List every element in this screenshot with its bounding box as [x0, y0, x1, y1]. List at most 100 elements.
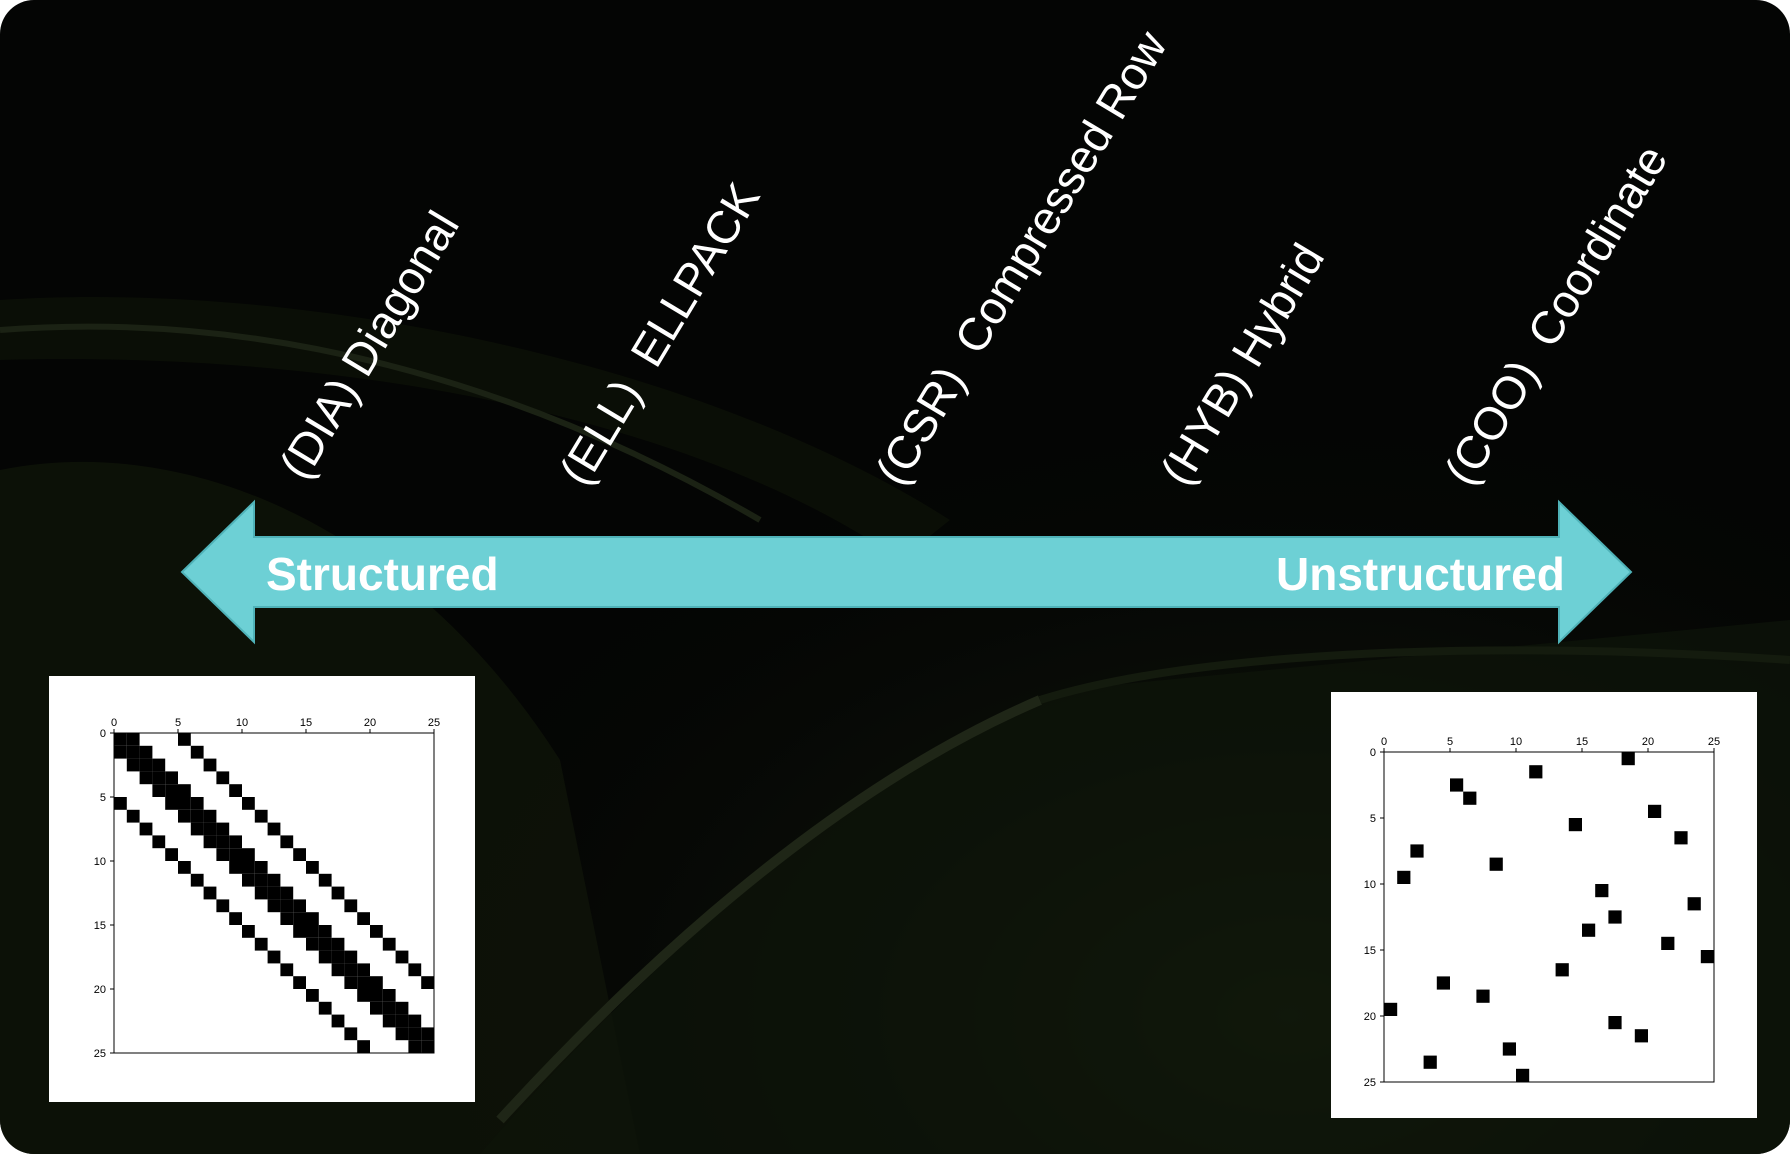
nonzero-marker: [203, 822, 217, 836]
nonzero-marker: [318, 937, 332, 951]
nonzero-marker: [1555, 963, 1569, 977]
x-tick-label: 5: [175, 717, 181, 729]
nonzero-marker: [190, 809, 204, 823]
nonzero-marker: [370, 1001, 383, 1015]
nonzero-marker: [152, 758, 166, 772]
nonzero-marker: [152, 771, 166, 785]
nonzero-marker: [152, 784, 166, 797]
nonzero-marker: [344, 899, 358, 913]
x-tick-label: 0: [111, 717, 117, 729]
x-tick-label: 20: [1642, 736, 1654, 748]
nonzero-marker: [165, 848, 178, 861]
nonzero-marker: [408, 963, 422, 977]
nonzero-marker: [1384, 1002, 1398, 1016]
nonzero-marker: [318, 1001, 332, 1015]
nonzero-marker: [1700, 950, 1714, 964]
nonzero-marker: [293, 976, 306, 989]
nonzero-marker: [190, 822, 204, 836]
nonzero-marker: [242, 797, 255, 810]
y-tick-label: 25: [1364, 1077, 1376, 1089]
nonzero-marker: [254, 861, 268, 874]
y-tick-label: 15: [1364, 945, 1376, 957]
x-tick-label: 10: [1510, 736, 1522, 748]
nonzero-marker: [216, 835, 230, 849]
nonzero-marker: [229, 861, 242, 874]
nonzero-marker: [1410, 844, 1424, 858]
nonzero-marker: [216, 848, 230, 861]
nonzero-marker: [254, 873, 268, 887]
nonzero-marker: [293, 848, 306, 861]
nonzero-marker: [178, 784, 191, 797]
nonzero-marker: [280, 886, 294, 900]
nonzero-marker: [242, 861, 255, 874]
unstructured-label: Unstructured: [1276, 548, 1565, 600]
nonzero-marker: [139, 822, 153, 836]
nonzero-marker: [306, 937, 319, 951]
nonzero-marker: [178, 809, 191, 823]
coordinate-matrix-plot: 0 0 5 5 10 10 15 15 20 20 25 25: [1331, 692, 1757, 1118]
x-tick-label: 25: [428, 717, 440, 729]
nonzero-marker: [229, 912, 242, 925]
diagonal-plot-frame: [113, 732, 435, 1054]
nonzero-marker: [408, 1040, 422, 1053]
nonzero-marker: [1436, 976, 1450, 990]
nonzero-marker: [357, 963, 370, 977]
nonzero-marker: [1502, 1042, 1516, 1056]
nonzero-marker: [293, 912, 306, 925]
nonzero-marker: [357, 912, 370, 925]
nonzero-marker: [229, 784, 242, 797]
nonzero-marker: [395, 950, 409, 964]
nonzero-marker: [306, 861, 319, 874]
nonzero-marker: [165, 797, 178, 810]
x-tick-label: 10: [236, 717, 248, 729]
nonzero-marker: [370, 976, 383, 989]
nonzero-marker: [344, 976, 358, 989]
nonzero-marker: [331, 963, 345, 977]
y-tick-label: 25: [94, 1048, 106, 1060]
y-tick-label: 5: [1370, 813, 1376, 825]
coordinate-sparsity-chart: 00 5 5 10 10 15 15 20 20 25 25: [1364, 736, 1720, 1089]
nonzero-marker: [267, 886, 281, 900]
nonzero-marker: [139, 771, 153, 785]
nonzero-marker: [216, 822, 230, 836]
nonzero-marker: [1397, 870, 1411, 884]
diagonal-matrix-plot: 0 0 5 5 10 10 15 15 20 20 25 25: [49, 676, 475, 1102]
nonzero-marker: [1529, 765, 1543, 779]
nonzero-marker: [203, 758, 217, 772]
nonzero-marker: [1595, 884, 1609, 898]
y-tick-label: 15: [94, 920, 106, 932]
nonzero-marker: [306, 912, 319, 925]
nonzero-marker: [421, 976, 434, 989]
y-tick-label: 20: [1364, 1011, 1376, 1023]
nonzero-marker: [242, 925, 255, 938]
nonzero-marker: [203, 809, 217, 823]
nonzero-marker: [421, 1040, 434, 1053]
nonzero-marker: [178, 861, 191, 874]
nonzero-marker: [126, 745, 140, 759]
nonzero-marker: [126, 809, 140, 823]
nonzero-marker: [382, 1014, 396, 1028]
nonzero-marker: [229, 835, 242, 849]
nonzero-marker: [267, 899, 281, 913]
nonzero-marker: [1608, 1016, 1622, 1030]
nonzero-marker: [1463, 791, 1477, 805]
nonzero-marker: [165, 771, 178, 785]
nonzero-marker: [1489, 857, 1503, 871]
nonzero-marker: [382, 1001, 396, 1015]
y-tick-label: 10: [1364, 879, 1376, 891]
diagonal-sparsity-chart: 00 5 5 10 10 15 15 20 20 25 25: [94, 717, 440, 1060]
nonzero-marker: [408, 1027, 422, 1041]
x-tick-label: 15: [1576, 736, 1588, 748]
nonzero-marker: [395, 1014, 409, 1028]
nonzero-marker: [190, 745, 204, 759]
y-tick-label: 10: [94, 856, 106, 868]
nonzero-marker: [126, 758, 140, 772]
nonzero-marker: [267, 950, 281, 964]
nonzero-marker: [114, 745, 127, 759]
nonzero-marker: [254, 809, 268, 823]
nonzero-marker: [114, 797, 127, 810]
nonzero-marker: [357, 1040, 370, 1053]
nonzero-marker: [1674, 831, 1688, 845]
y-tick-label: 0: [1370, 747, 1376, 759]
